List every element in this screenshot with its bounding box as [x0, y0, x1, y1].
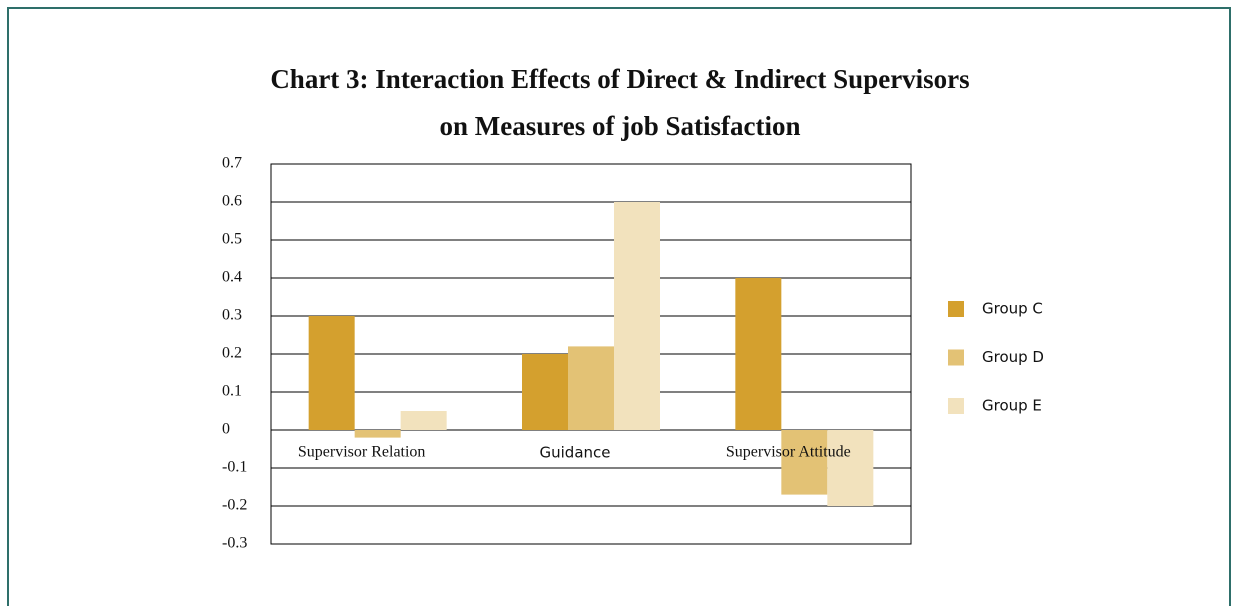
bar: [568, 346, 614, 430]
y-tick-label: -0.3: [222, 535, 247, 552]
x-tick-label: Guidance: [540, 444, 611, 462]
y-tick-label: -0.1: [222, 459, 247, 476]
legend-swatch: [948, 398, 964, 414]
bar: [735, 278, 782, 430]
x-tick-label: Supervisor Relation: [298, 444, 426, 461]
bar: [308, 316, 355, 430]
y-tick-label: 0.5: [222, 231, 242, 248]
y-tick-label: 0.4: [222, 269, 242, 286]
bar: [614, 202, 660, 430]
frame: [7, 7, 1231, 606]
legend-label: Group E: [982, 397, 1042, 415]
y-tick-label: 0.1: [222, 383, 242, 400]
y-tick-label: 0.3: [222, 307, 242, 324]
legend-label: Group D: [982, 348, 1044, 366]
bar: [400, 411, 447, 430]
legend-label: Group C: [982, 300, 1043, 318]
bar: [781, 430, 828, 495]
bar: [827, 430, 874, 506]
y-tick-label: 0.6: [222, 193, 242, 210]
chart-title: Chart 3: Interaction Effects of Direct &…: [270, 64, 970, 141]
legend-swatch: [948, 301, 964, 317]
y-tick-label: 0.7: [222, 155, 242, 172]
bar: [354, 430, 401, 438]
legend-swatch: [948, 349, 964, 366]
bar: [522, 354, 568, 430]
y-tick-label: 0: [222, 421, 230, 438]
y-tick-label: 0.2: [222, 345, 242, 362]
y-tick-label: -0.2: [222, 497, 247, 514]
x-tick-label: Supervisor Attitude: [726, 444, 851, 461]
